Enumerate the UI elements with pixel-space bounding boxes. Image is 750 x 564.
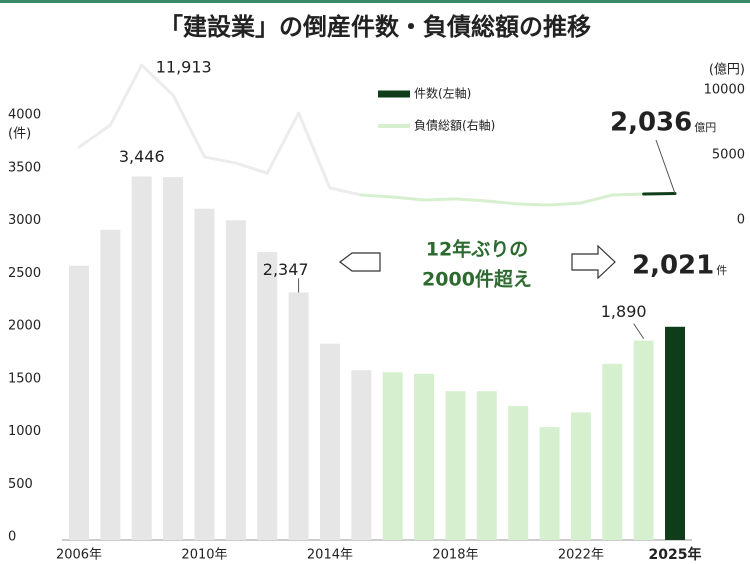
y2-tick-label: 10000 — [704, 83, 745, 98]
bar — [602, 363, 623, 540]
bar — [633, 340, 654, 540]
y-tick-label: 2500 — [8, 266, 41, 281]
y-tick-label: 1000 — [8, 424, 41, 439]
line-segment — [485, 199, 520, 206]
y-tick-label: 4000 — [8, 108, 41, 123]
top-rule — [0, 0, 750, 3]
chart-title: 「建設業」の倒産件数・負債総額の推移 — [159, 13, 591, 41]
y-tick-label: 500 — [8, 477, 33, 492]
y2-tick-label: 0 — [737, 213, 745, 228]
bar — [257, 251, 278, 541]
bar — [100, 229, 121, 540]
bar — [69, 265, 89, 540]
bar — [539, 427, 560, 540]
y2-axis-label: (億円) — [709, 62, 745, 78]
x-tick-label: 2018年 — [432, 548, 478, 563]
legend-label: 負債総額(右軸) — [414, 118, 495, 133]
y2-tick-label: 5000 — [712, 148, 745, 163]
bar — [508, 406, 529, 540]
y-tick-label: 0 — [8, 530, 16, 545]
legend-label: 件数(左軸) — [414, 86, 471, 101]
line-segment — [77, 123, 112, 149]
value-label: 2,021 — [632, 251, 714, 281]
line-segment — [265, 111, 301, 175]
bar — [163, 177, 184, 540]
line-segment — [610, 192, 646, 197]
line-segment — [328, 186, 363, 197]
bar — [382, 372, 403, 540]
bar — [665, 326, 686, 540]
bar — [476, 391, 497, 540]
y-tick-label: 3500 — [8, 160, 41, 175]
value-label: 3,446 — [119, 147, 165, 166]
line-segment — [202, 155, 238, 165]
value-label: 2,036 — [610, 108, 692, 138]
y-axis-label: (件) — [8, 127, 31, 142]
value-unit: 億円 — [694, 121, 716, 134]
line-segment — [516, 202, 552, 207]
line-segment — [453, 197, 489, 203]
arrow-left — [339, 252, 381, 272]
line-segment — [140, 63, 175, 97]
line-segment — [297, 111, 332, 190]
bar — [194, 208, 215, 541]
line-segment — [359, 193, 395, 199]
bar — [288, 292, 309, 540]
bar — [414, 373, 435, 540]
y-tick-label: 3000 — [8, 213, 41, 228]
x-tick-label: 2022年 — [558, 548, 604, 563]
annotation: 2000件超え — [422, 268, 532, 291]
arrow-right — [571, 244, 616, 280]
bar — [445, 391, 466, 540]
bar — [570, 412, 591, 540]
line-segment — [171, 93, 206, 159]
value-label: 1,890 — [601, 302, 647, 321]
leader-line — [655, 139, 676, 194]
value-label: 11,913 — [156, 58, 212, 77]
bar — [225, 220, 246, 540]
line-segment — [108, 63, 144, 127]
line-segment — [391, 195, 426, 202]
x-tick-label: 2014年 — [307, 548, 353, 563]
bar — [131, 176, 152, 540]
line-segment — [422, 197, 457, 202]
line-segment — [579, 193, 614, 205]
bar — [351, 370, 372, 540]
leader-line — [633, 323, 645, 339]
value-label: 2,347 — [263, 260, 309, 279]
y-tick-label: 2000 — [8, 319, 41, 334]
annotation: 12年ぶりの — [426, 238, 528, 261]
x-tick-label: 2025年 — [649, 546, 702, 563]
bar — [319, 343, 340, 540]
value-unit: 件 — [716, 264, 727, 277]
line-segment — [548, 201, 583, 207]
x-tick-label: 2006年 — [56, 548, 102, 563]
y-tick-label: 1500 — [8, 371, 41, 386]
x-tick-label: 2010年 — [181, 548, 227, 563]
line-segment — [234, 161, 269, 175]
